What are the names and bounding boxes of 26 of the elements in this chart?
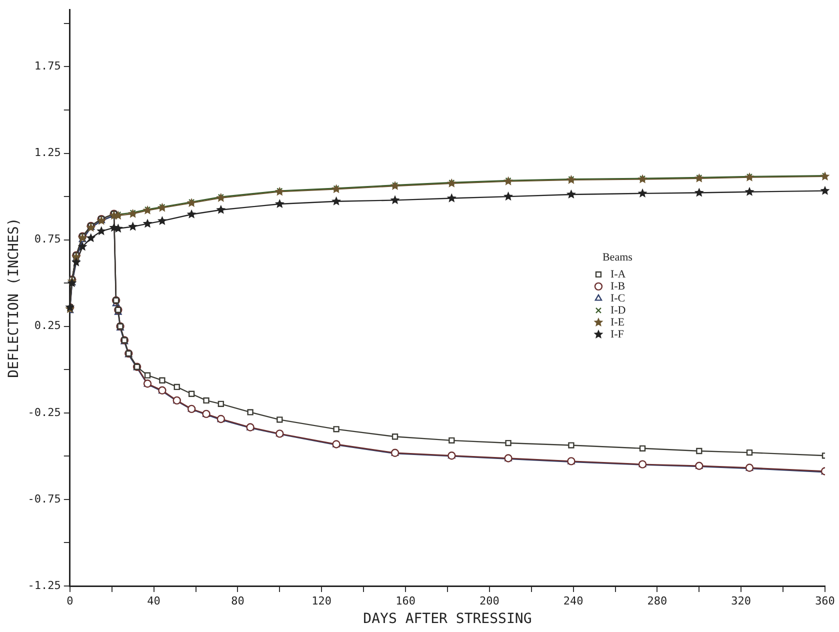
legend-label: I-D (610, 304, 626, 316)
y-tick-label: 0.25 (34, 319, 61, 332)
x-tick-label: 120 (312, 594, 332, 608)
y-tick-label: 1.25 (34, 146, 61, 160)
x-tick-label: 40 (147, 594, 160, 608)
x-tick-label: 160 (396, 594, 416, 608)
x-axis-title: DAYS AFTER STRESSING (363, 611, 532, 628)
legend-title: Beams (602, 251, 632, 264)
y-tick-label: -0.25 (28, 406, 61, 419)
legend-label: I-E (610, 316, 625, 328)
legend-label: I-A (610, 268, 626, 280)
x-tick-label: 0 (66, 594, 74, 608)
x-tick-label: 360 (815, 594, 835, 608)
x-tick-label: 240 (563, 594, 584, 608)
x-tick-label: 280 (647, 594, 668, 608)
legend-label: I-F (610, 328, 624, 340)
y-axis-title: DEFLECTION (INCHES) (6, 218, 22, 378)
x-tick-label: 80 (231, 594, 244, 608)
y-tick-label: 1.75 (34, 60, 61, 73)
x-tick-label: 200 (479, 594, 500, 608)
x-tick-label: 320 (731, 594, 752, 608)
y-tick-label: -0.75 (28, 492, 61, 506)
legend-label: I-C (610, 292, 626, 304)
y-tick-label: -1.25 (28, 578, 61, 592)
y-tick-label: 0.75 (34, 232, 61, 246)
legend-label: I-B (610, 280, 626, 292)
